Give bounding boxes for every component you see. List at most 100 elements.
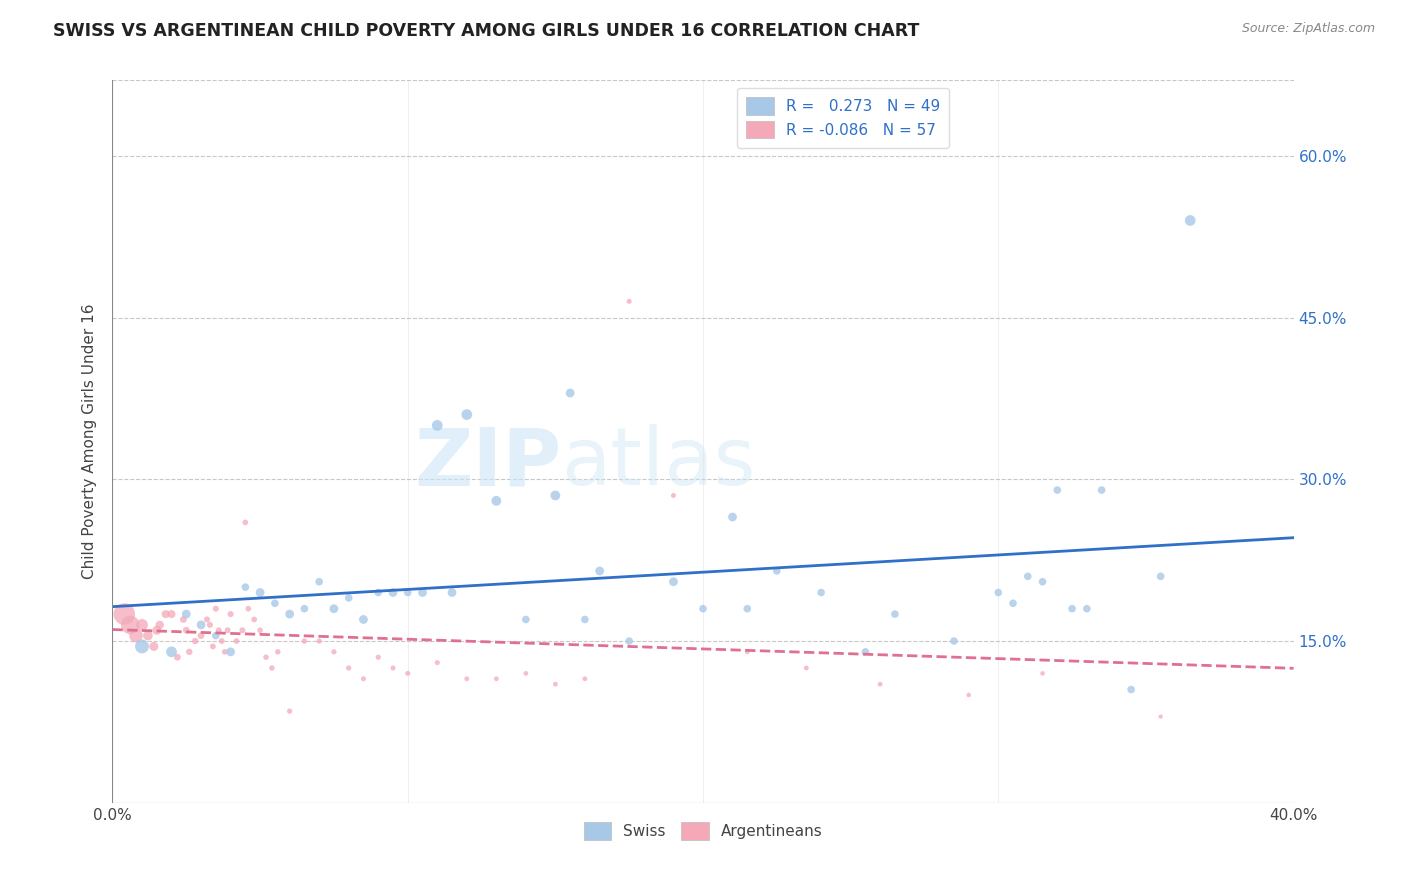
Point [574, 672, 596, 686]
Point [337, 591, 360, 605]
Point [515, 612, 537, 626]
Point [411, 585, 433, 599]
Point [1150, 709, 1173, 723]
Point [1017, 569, 1039, 583]
Point [308, 574, 330, 589]
Point [352, 672, 374, 686]
Point [1178, 213, 1201, 227]
Point [112, 607, 135, 621]
Point [619, 634, 641, 648]
Point [131, 640, 153, 654]
Point [367, 585, 389, 599]
Point [160, 645, 183, 659]
Point [172, 612, 194, 626]
Point [1001, 596, 1024, 610]
Point [174, 607, 197, 621]
Point [264, 596, 287, 610]
Point [292, 601, 315, 615]
Point [1062, 601, 1084, 615]
Point [292, 634, 315, 648]
Point [1032, 666, 1054, 681]
Point [190, 618, 212, 632]
Point [166, 650, 188, 665]
Point [855, 645, 877, 659]
Point [120, 618, 142, 632]
Point [352, 612, 374, 626]
Point [619, 294, 641, 309]
Text: SWISS VS ARGENTINEAN CHILD POVERTY AMONG GIRLS UNDER 16 CORRELATION CHART: SWISS VS ARGENTINEAN CHILD POVERTY AMONG… [53, 22, 920, 40]
Text: ZIP: ZIP [413, 425, 561, 502]
Point [337, 661, 360, 675]
Point [1150, 569, 1173, 583]
Legend: Swiss, Argentineans: Swiss, Argentineans [578, 816, 828, 846]
Point [201, 640, 224, 654]
Point [308, 634, 330, 648]
Point [231, 624, 253, 638]
Point [211, 634, 233, 648]
Point [219, 645, 242, 659]
Point [662, 488, 685, 502]
Point [195, 612, 218, 626]
Point [184, 634, 207, 648]
Point [987, 585, 1010, 599]
Point [1076, 601, 1098, 615]
Point [544, 488, 567, 502]
Point [588, 564, 610, 578]
Point [485, 493, 508, 508]
Point [558, 386, 582, 401]
Point [396, 666, 419, 681]
Point [1032, 574, 1054, 589]
Point [205, 601, 228, 615]
Point [456, 408, 478, 422]
Point [233, 580, 256, 594]
Point [174, 624, 197, 638]
Point [884, 607, 907, 621]
Point [233, 516, 256, 530]
Point [238, 601, 260, 615]
Y-axis label: Child Poverty Among Girls Under 16: Child Poverty Among Girls Under 16 [82, 304, 97, 579]
Point [149, 618, 172, 632]
Point [146, 624, 169, 638]
Point [179, 645, 201, 659]
Point [131, 618, 153, 632]
Point [136, 629, 159, 643]
Point [260, 661, 283, 675]
Point [190, 629, 212, 643]
Point [323, 601, 346, 615]
Point [208, 624, 231, 638]
Point [323, 645, 346, 659]
Point [155, 607, 177, 621]
Point [721, 510, 744, 524]
Point [267, 645, 290, 659]
Point [426, 656, 449, 670]
Point [198, 618, 221, 632]
Point [219, 607, 242, 621]
Point [382, 585, 405, 599]
Point [737, 601, 759, 615]
Point [254, 650, 277, 665]
Point [214, 645, 236, 659]
Point [142, 640, 165, 654]
Point [278, 704, 301, 718]
Point [249, 624, 271, 638]
Point [737, 645, 759, 659]
Point [1091, 483, 1114, 497]
Point [766, 564, 789, 578]
Point [544, 677, 567, 691]
Text: Source: ZipAtlas.com: Source: ZipAtlas.com [1241, 22, 1375, 36]
Point [382, 661, 405, 675]
Point [243, 612, 266, 626]
Point [278, 607, 301, 621]
Point [810, 585, 832, 599]
Point [957, 688, 980, 702]
Point [942, 634, 965, 648]
Point [225, 634, 247, 648]
Point [485, 672, 508, 686]
Point [160, 607, 183, 621]
Point [869, 677, 891, 691]
Point [1046, 483, 1069, 497]
Point [692, 601, 714, 615]
Point [217, 624, 239, 638]
Point [1119, 682, 1142, 697]
Point [662, 574, 685, 589]
